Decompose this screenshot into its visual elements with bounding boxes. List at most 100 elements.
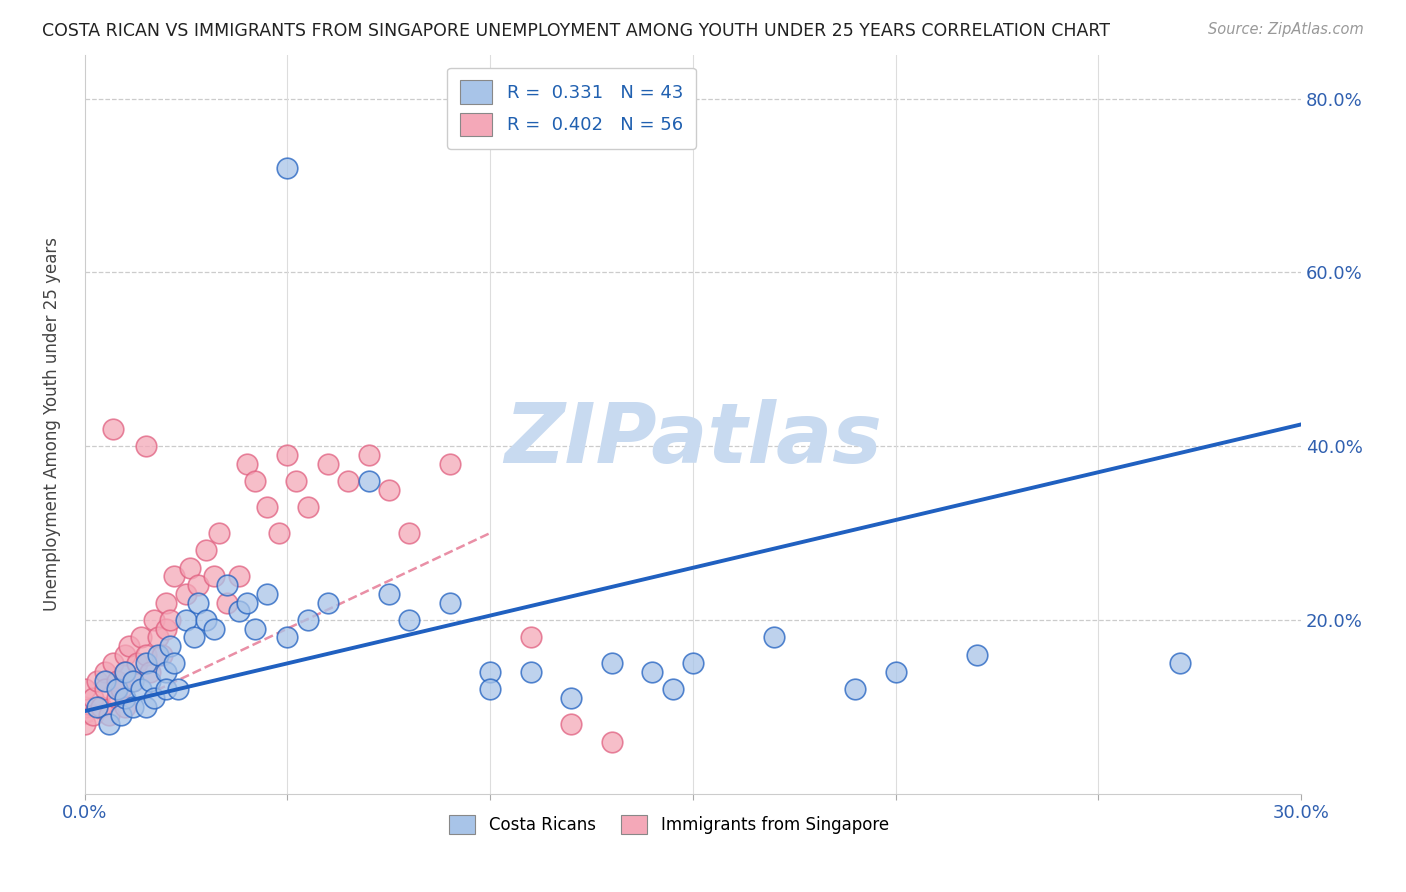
- Point: [378, 483, 401, 497]
- Point: [204, 569, 226, 583]
- Point: [560, 691, 582, 706]
- Point: [90, 699, 112, 714]
- Point: [163, 657, 186, 671]
- Point: [479, 665, 502, 679]
- Point: [479, 682, 502, 697]
- Point: [114, 665, 136, 679]
- Point: [284, 474, 307, 488]
- Text: COSTA RICAN VS IMMIGRANTS FROM SINGAPORE UNEMPLOYMENT AMONG YOUTH UNDER 25 YEARS: COSTA RICAN VS IMMIGRANTS FROM SINGAPORE…: [42, 22, 1111, 40]
- Point: [114, 691, 136, 706]
- Point: [398, 613, 420, 627]
- Point: [131, 682, 153, 697]
- Point: [215, 595, 238, 609]
- Point: [236, 595, 259, 609]
- Point: [114, 665, 136, 679]
- Point: [138, 673, 160, 688]
- Point: [159, 639, 181, 653]
- Point: [86, 699, 108, 714]
- Point: [398, 526, 420, 541]
- Point: [966, 648, 988, 662]
- Point: [316, 595, 339, 609]
- Point: [105, 673, 128, 688]
- Point: [127, 657, 149, 671]
- Point: [98, 708, 121, 723]
- Point: [155, 682, 177, 697]
- Point: [155, 622, 177, 636]
- Point: [600, 657, 623, 671]
- Point: [236, 457, 259, 471]
- Point: [94, 682, 117, 697]
- Text: ZIPatlas: ZIPatlas: [503, 399, 882, 480]
- Point: [86, 673, 108, 688]
- Point: [150, 648, 173, 662]
- Point: [94, 665, 117, 679]
- Point: [122, 673, 145, 688]
- Point: [159, 613, 181, 627]
- Point: [269, 526, 291, 541]
- Point: [105, 691, 128, 706]
- Point: [195, 543, 218, 558]
- Point: [135, 439, 157, 453]
- Point: [110, 708, 132, 723]
- Point: [135, 648, 157, 662]
- Point: [179, 561, 201, 575]
- Point: [519, 665, 541, 679]
- Point: [163, 569, 186, 583]
- Point: [297, 613, 319, 627]
- Point: [215, 578, 238, 592]
- Point: [661, 682, 683, 697]
- Point: [357, 474, 380, 488]
- Point: [73, 699, 96, 714]
- Point: [73, 682, 96, 697]
- Point: [82, 691, 104, 706]
- Point: [228, 604, 250, 618]
- Point: [316, 457, 339, 471]
- Point: [844, 682, 866, 697]
- Point: [682, 657, 704, 671]
- Point: [439, 595, 461, 609]
- Point: [167, 682, 190, 697]
- Point: [297, 500, 319, 514]
- Point: [195, 613, 218, 627]
- Point: [600, 734, 623, 748]
- Point: [243, 622, 266, 636]
- Point: [110, 682, 132, 697]
- Point: [82, 708, 104, 723]
- Point: [101, 657, 124, 671]
- Point: [207, 526, 229, 541]
- Point: [183, 630, 205, 644]
- Point: [114, 699, 136, 714]
- Point: [155, 665, 177, 679]
- Point: [142, 691, 165, 706]
- Point: [187, 595, 209, 609]
- Point: [122, 699, 145, 714]
- Point: [135, 657, 157, 671]
- Point: [122, 673, 145, 688]
- Point: [114, 648, 136, 662]
- Point: [276, 161, 298, 175]
- Point: [243, 474, 266, 488]
- Point: [204, 622, 226, 636]
- Y-axis label: Unemployment Among Youth under 25 years: Unemployment Among Youth under 25 years: [44, 237, 60, 611]
- Point: [142, 613, 165, 627]
- Point: [174, 587, 197, 601]
- Point: [337, 474, 360, 488]
- Point: [174, 613, 197, 627]
- Point: [155, 595, 177, 609]
- Point: [135, 699, 157, 714]
- Point: [118, 639, 141, 653]
- Point: [519, 630, 541, 644]
- Legend: Costa Ricans, Immigrants from Singapore: Costa Ricans, Immigrants from Singapore: [441, 808, 896, 841]
- Point: [105, 682, 128, 697]
- Point: [146, 648, 169, 662]
- Point: [276, 448, 298, 462]
- Point: [763, 630, 786, 644]
- Point: [98, 717, 121, 731]
- Point: [256, 587, 278, 601]
- Point: [187, 578, 209, 592]
- Point: [1168, 657, 1191, 671]
- Text: Source: ZipAtlas.com: Source: ZipAtlas.com: [1208, 22, 1364, 37]
- Point: [884, 665, 907, 679]
- Point: [560, 717, 582, 731]
- Point: [439, 457, 461, 471]
